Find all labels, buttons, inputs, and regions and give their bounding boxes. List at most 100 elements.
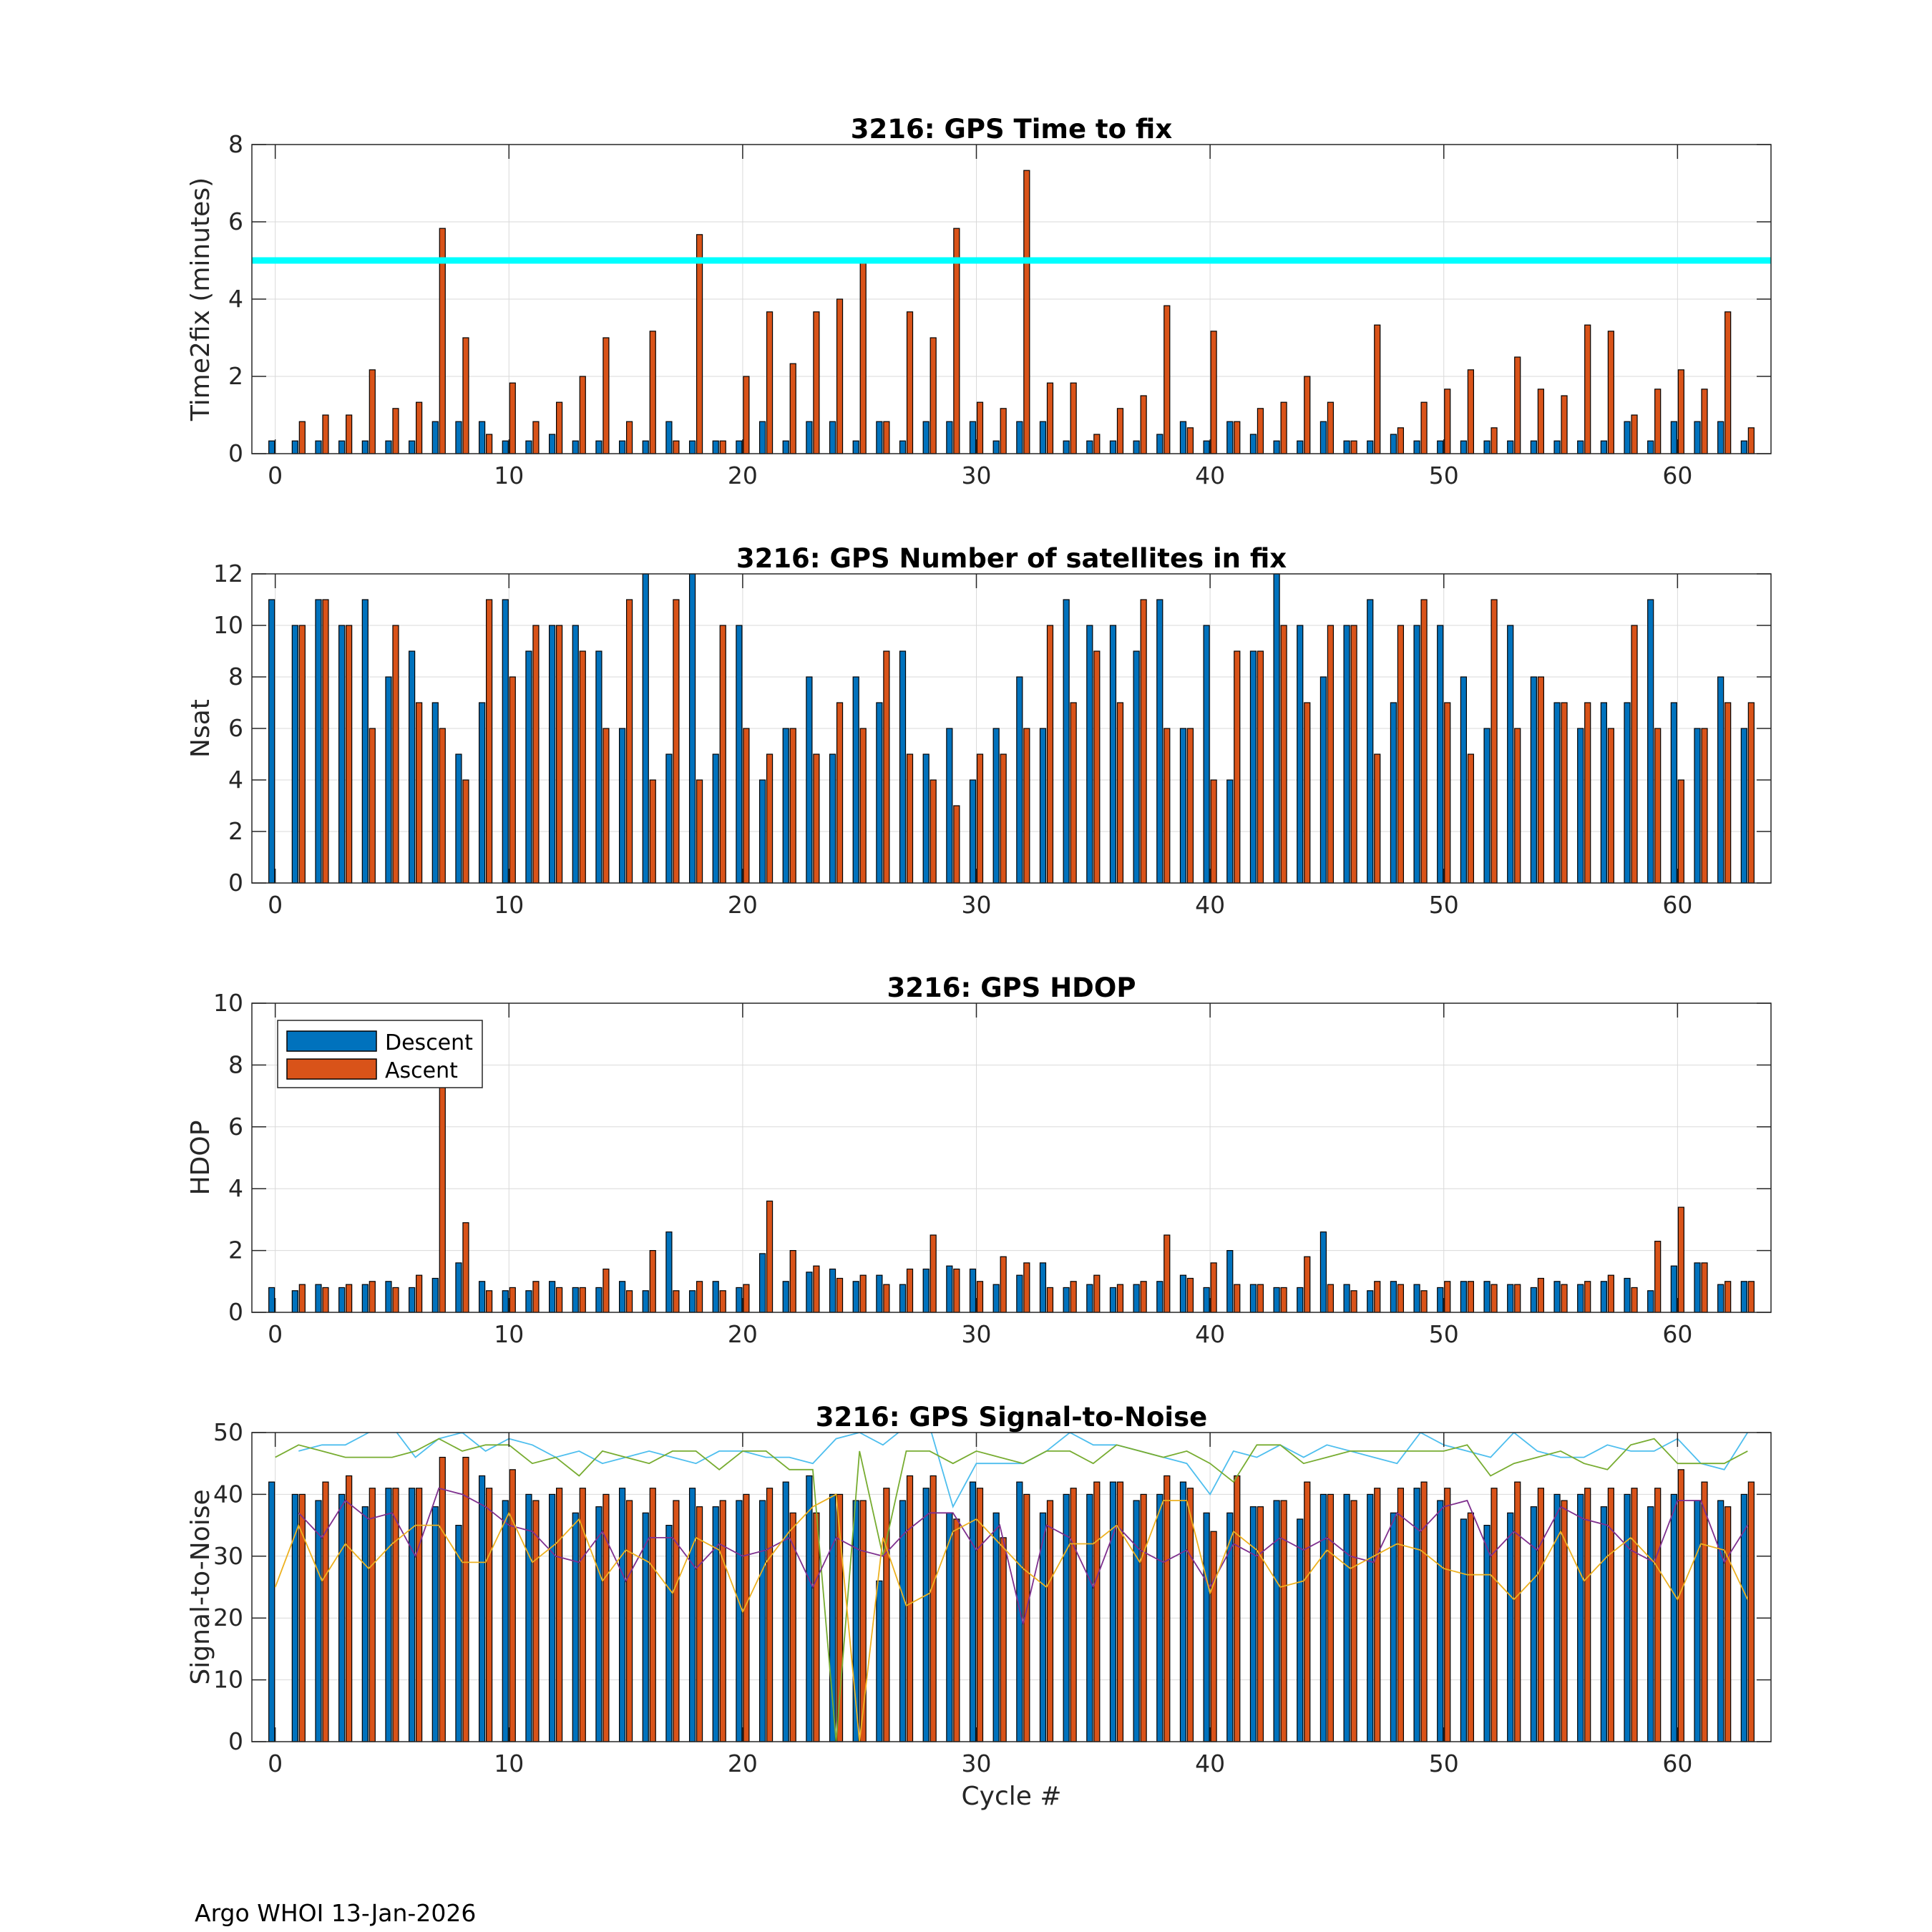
bar-ascent-30 (976, 753, 984, 884)
bar-ascent-56 (1584, 702, 1591, 884)
bar-ascent-45 (1327, 625, 1335, 884)
bar-descent-42 (1249, 1284, 1257, 1313)
bar-ascent-13 (579, 376, 586, 454)
x-tick-label: 40 (1195, 1750, 1225, 1777)
bar-ascent-8 (462, 1456, 469, 1742)
bar-ascent-55 (1561, 1500, 1568, 1742)
bar-ascent-8 (462, 779, 469, 884)
bar-ascent-3 (346, 625, 353, 884)
bar-ascent-21 (766, 311, 774, 454)
bar-ascent-56 (1584, 1488, 1591, 1742)
x-tick-label: 0 (268, 1320, 283, 1348)
bar-ascent-30 (976, 1281, 984, 1313)
y-tick-label: 0 (228, 869, 243, 897)
bar-ascent-12 (555, 625, 563, 884)
bar-ascent-9 (486, 1290, 493, 1313)
bar-ascent-44 (1304, 1481, 1311, 1742)
bar-descent-6 (409, 1287, 416, 1313)
bar-ascent-45 (1327, 1493, 1335, 1742)
x-tick-label: 60 (1662, 1320, 1692, 1348)
bar-descent-51 (1460, 440, 1468, 454)
bar-ascent-47 (1374, 753, 1381, 884)
bar-ascent-6 (416, 401, 423, 454)
bar-ascent-59 (1654, 389, 1662, 454)
bar-descent-10 (502, 1500, 509, 1742)
bar-ascent-61 (1701, 1481, 1708, 1742)
bar-descent-57 (1600, 702, 1607, 884)
bar-ascent-30 (976, 401, 984, 454)
bar-descent-1 (291, 625, 298, 884)
bar-descent-47 (1367, 1493, 1374, 1742)
bar-ascent-22 (789, 728, 796, 884)
bar-ascent-41 (1234, 421, 1241, 454)
bar-descent-2 (315, 1284, 322, 1313)
bar-descent-19 (712, 753, 719, 884)
bar-ascent-15 (625, 599, 633, 884)
bar-descent-60 (1670, 702, 1677, 884)
bar-ascent-28 (930, 1234, 937, 1313)
bar-descent-26 (876, 702, 883, 884)
bar-descent-4 (361, 1506, 369, 1742)
bar-descent-28 (922, 1488, 930, 1742)
bar-descent-37 (1133, 650, 1140, 884)
bar-descent-3 (338, 1493, 346, 1742)
bar-ascent-51 (1467, 1281, 1474, 1313)
bar-ascent-16 (649, 1249, 656, 1313)
bar-descent-20 (736, 625, 743, 884)
bar-ascent-21 (766, 1200, 774, 1313)
bar-descent-41 (1226, 779, 1234, 884)
bar-ascent-3 (346, 414, 353, 454)
bar-ascent-38 (1163, 1234, 1171, 1313)
bar-descent-34 (1063, 1493, 1070, 1742)
bar-ascent-35 (1093, 434, 1101, 454)
bar-descent-60 (1670, 1265, 1677, 1313)
bar-descent-8 (455, 753, 462, 884)
bar-descent-42 (1249, 434, 1257, 454)
bar-descent-5 (385, 1281, 392, 1313)
bar-ascent-59 (1654, 1241, 1662, 1313)
bar-descent-48 (1390, 434, 1397, 454)
y-tick-label: 40 (213, 1480, 243, 1508)
bar-ascent-11 (532, 625, 540, 884)
bar-ascent-41 (1234, 650, 1241, 884)
bar-ascent-48 (1397, 1284, 1405, 1313)
bar-ascent-36 (1116, 702, 1124, 884)
bar-ascent-3 (346, 1475, 353, 1742)
bar-ascent-8 (462, 337, 469, 454)
bar-descent-4 (361, 599, 369, 884)
bar-descent-44 (1297, 1518, 1304, 1742)
bar-descent-18 (688, 573, 696, 884)
bar-ascent-54 (1537, 1277, 1544, 1313)
bar-ascent-3 (346, 1284, 353, 1313)
bar-descent-4 (361, 1284, 369, 1313)
bar-ascent-22 (789, 1249, 796, 1313)
bar-descent-24 (829, 1268, 836, 1313)
bar-ascent-18 (696, 779, 703, 884)
bar-ascent-35 (1093, 1274, 1101, 1313)
bar-ascent-25 (859, 1274, 867, 1313)
bar-ascent-29 (953, 1268, 960, 1313)
bar-descent-55 (1553, 1493, 1561, 1742)
bar-descent-38 (1156, 1493, 1163, 1742)
bar-descent-38 (1156, 599, 1163, 884)
bar-descent-20 (736, 440, 743, 454)
bar-ascent-55 (1561, 1284, 1568, 1313)
y-tick-label: 12 (213, 560, 243, 587)
panel-signal-to-noise: 0 10 20 30 40 50 60 0 10 20 30 40 50 3216: GPS Signal… (186, 1402, 1772, 1811)
bar-descent-39 (1179, 1481, 1187, 1742)
footer-text: Argo WHOI 13-Jan-2026 (195, 1899, 477, 1927)
panel-hdop: 0 10 20 30 40 50 60 0 2 4 6 8 10 3216: GPS HDOP HDOP (186, 972, 1772, 1348)
bar-descent-44 (1297, 440, 1304, 454)
bar-ascent-23 (813, 1512, 820, 1742)
bar-ascent-15 (625, 1500, 633, 1742)
bar-descent-55 (1553, 1281, 1561, 1313)
bar-ascent-48 (1397, 1488, 1405, 1742)
bar-ascent-20 (743, 728, 750, 884)
y-axis-label: Signal-to-Noise (186, 1489, 215, 1684)
bar-descent-17 (665, 753, 673, 884)
x-tick-label: 30 (962, 891, 992, 919)
bar-descent-36 (1109, 625, 1117, 884)
bar-ascent-55 (1561, 702, 1568, 884)
bar-descent-30 (969, 421, 977, 454)
bar-descent-48 (1390, 1281, 1397, 1313)
